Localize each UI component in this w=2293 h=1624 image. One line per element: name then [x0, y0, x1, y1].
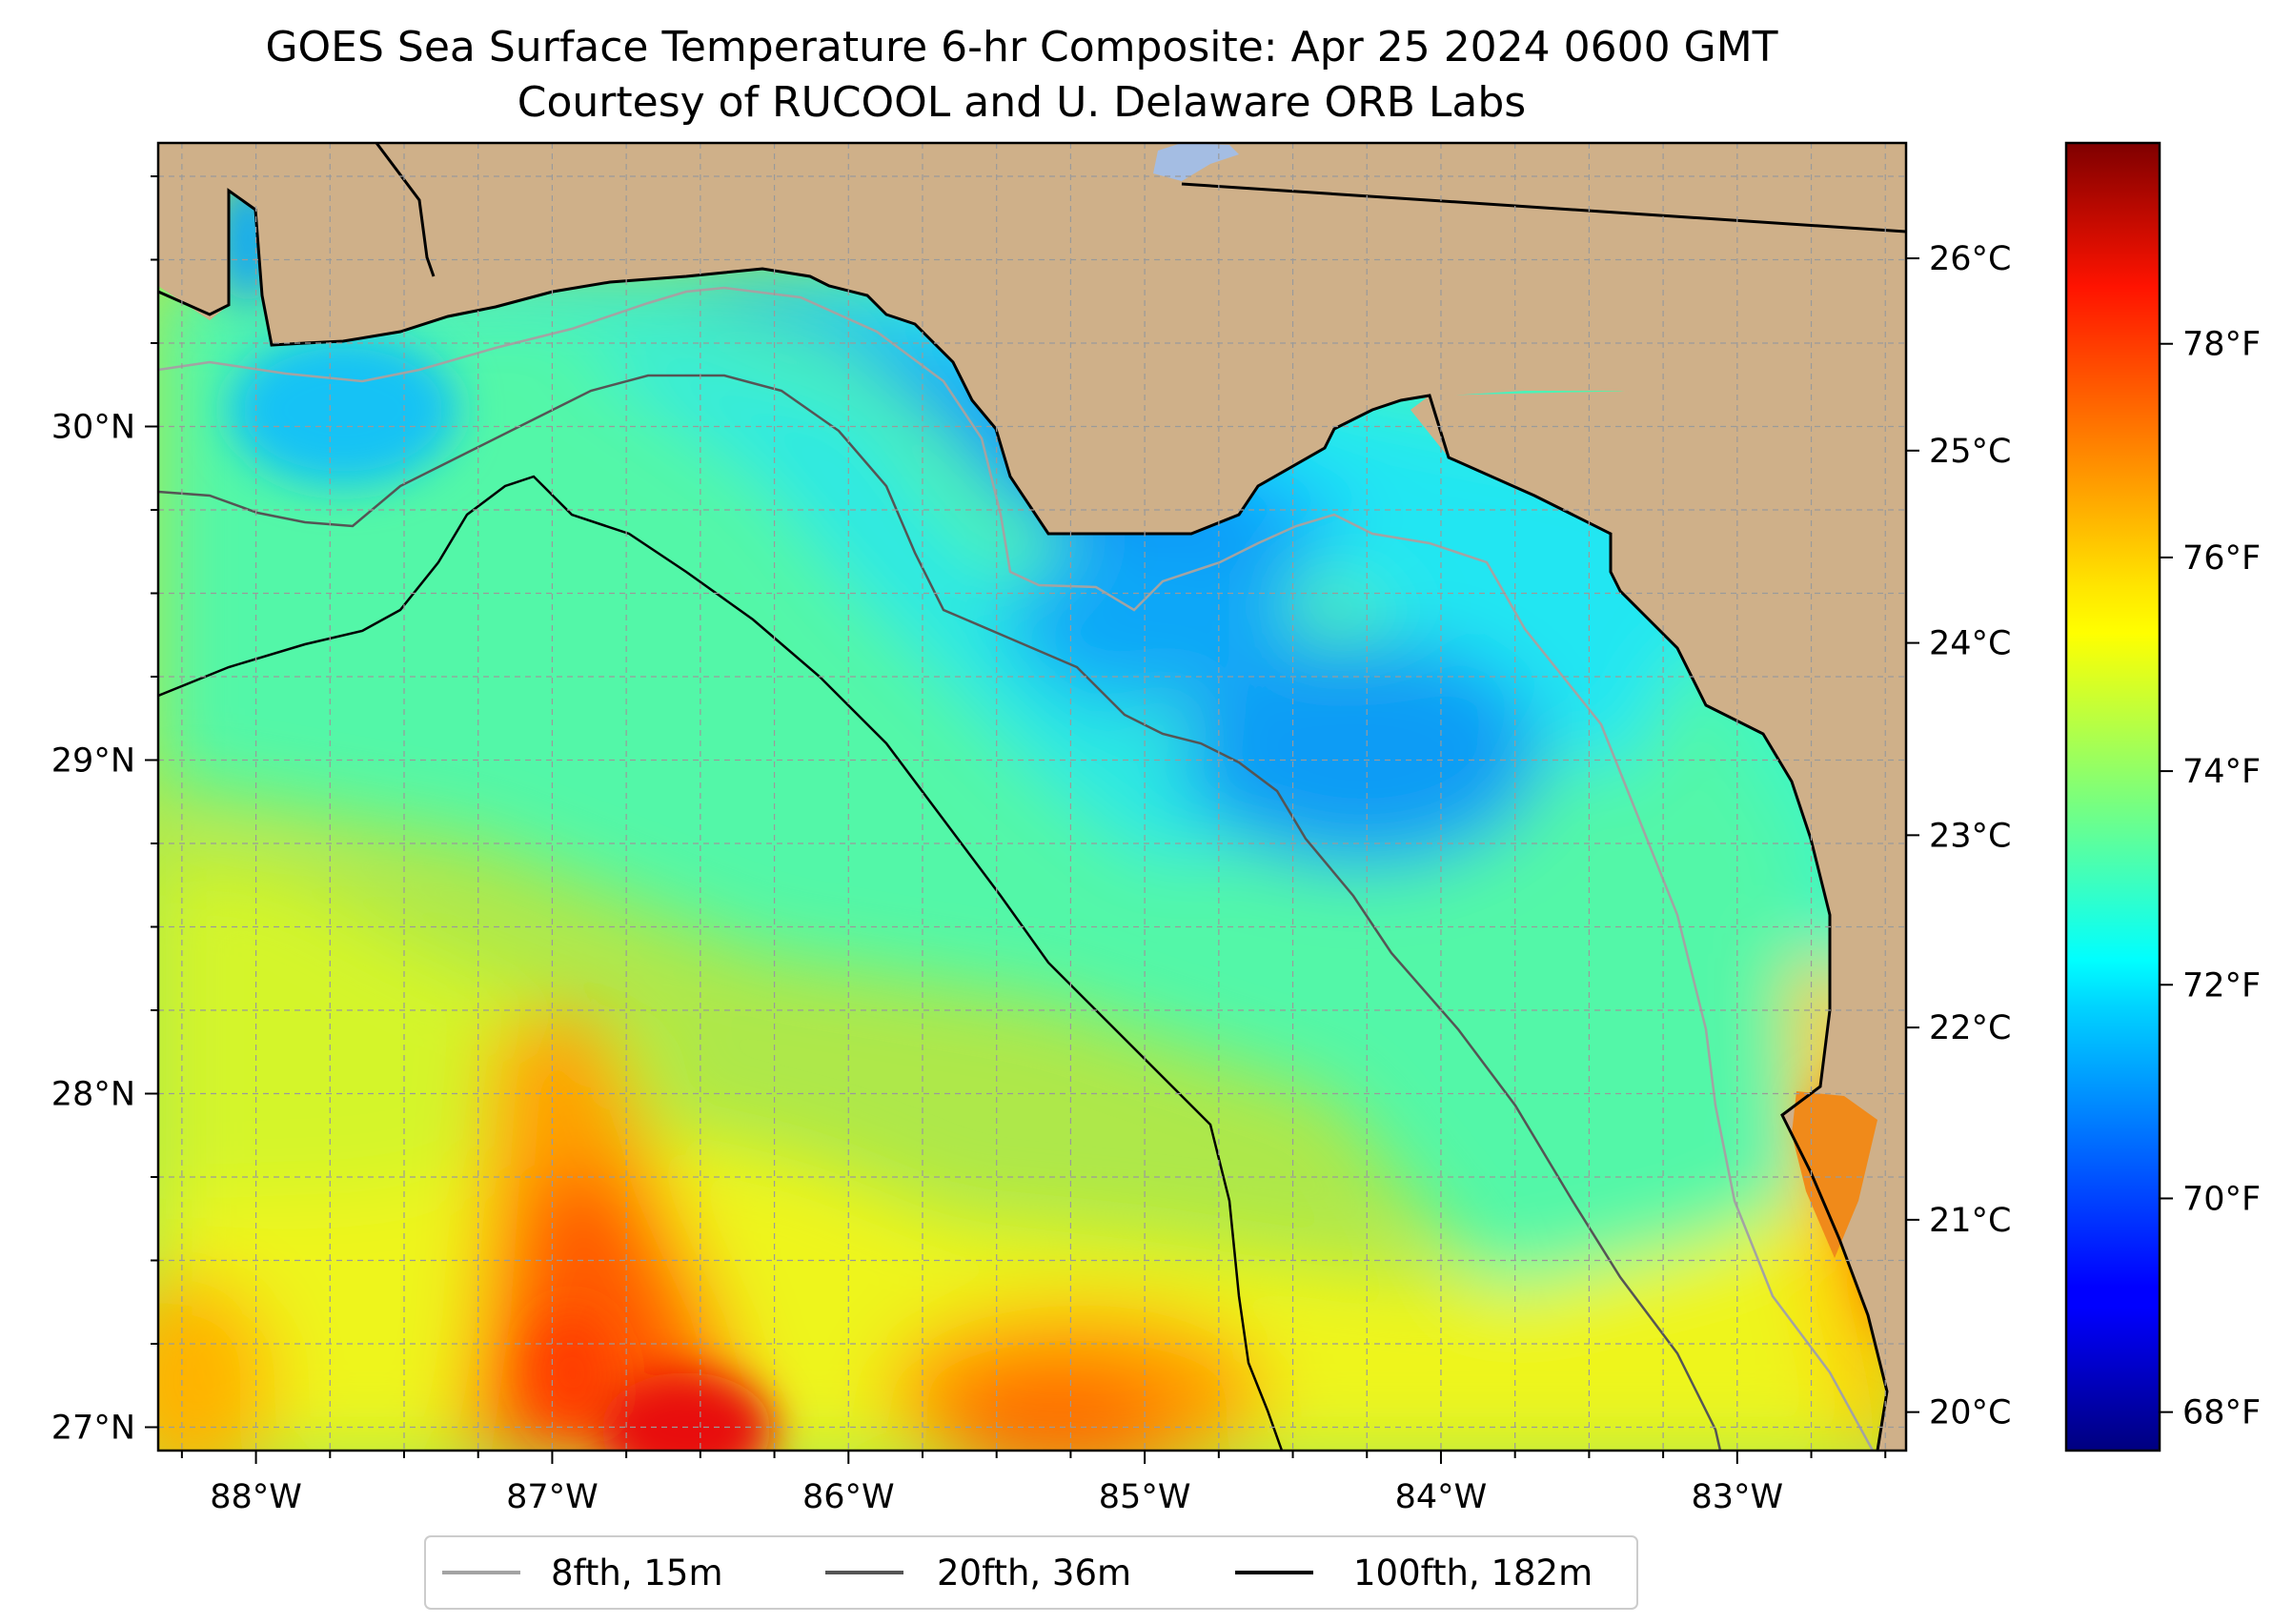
fahrenheit-tick-label: 70°F — [2182, 1180, 2261, 1218]
fahrenheit-tick-label: 76°F — [2182, 539, 2261, 578]
fahrenheit-tick-label: 72°F — [2182, 966, 2261, 1005]
coastline — [158, 188, 1889, 1451]
x-tick-label: 83°W — [1691, 1478, 1783, 1516]
colorbar: 20°C 21°C 22°C 23°C 24°C 25°C 26°C 68°F 70°F 72°… — [1906, 141, 2261, 1452]
fahrenheit-tick-label: 78°F — [2182, 326, 2261, 364]
celsius-tick-label: 22°C — [1929, 1009, 2011, 1047]
land — [158, 143, 1906, 1451]
fahrenheit-tick-label: 68°F — [2182, 1394, 2261, 1432]
legend-box — [424, 1535, 1638, 1610]
legend-label-100fth: 100fth, 182m — [1353, 1553, 1593, 1594]
legend-label-20fth: 20fth, 36m — [937, 1553, 1131, 1594]
x-axis: 88°W 87°W 86°W 85°W 84°W 83°W — [180, 1451, 1887, 1516]
land-tampa-bay-pocket — [1792, 1091, 1877, 1258]
figure-title: GOES Sea Surface Temperature 6-hr Compos… — [265, 23, 1777, 71]
land-florida-peninsula — [1410, 391, 1906, 1451]
colorbar-celsius-axis: 20°C 21°C 22°C 23°C 24°C 25°C 26°C — [1906, 240, 2011, 1432]
celsius-tick-label: 25°C — [1929, 433, 2011, 471]
colorbar-gradient — [2064, 141, 2161, 1452]
colorbar-fahrenheit-axis: 68°F 70°F 72°F 74°F 76°F 78°F — [2160, 326, 2261, 1432]
y-tick-label: 28°N — [51, 1076, 135, 1114]
legend-label-8fth: 8fth, 15m — [551, 1553, 723, 1594]
y-axis: 27°N 28°N 29°N 30°N — [51, 175, 158, 1448]
map-panel — [158, 143, 1906, 1451]
fahrenheit-tick-label: 74°F — [2182, 753, 2261, 791]
isobath-8fth — [158, 286, 1875, 1451]
gridlines — [158, 143, 1906, 1451]
isobath-100fth — [158, 475, 1284, 1451]
x-tick-label: 85°W — [1099, 1478, 1191, 1516]
isobath-20fth — [158, 374, 1722, 1451]
y-tick-label: 30°N — [51, 409, 135, 447]
celsius-tick-label: 20°C — [1929, 1394, 2011, 1432]
x-tick-label: 84°W — [1395, 1478, 1488, 1516]
lake-seminole — [1153, 143, 1239, 181]
map-frame — [156, 141, 1908, 1452]
x-tick-label: 86°W — [802, 1478, 895, 1516]
legend: 8fth, 15m 20fth, 36m 100fth, 182m — [424, 1535, 1638, 1610]
land-north — [158, 143, 1906, 534]
y-tick-label: 29°N — [51, 742, 135, 781]
state-border-ga-fl — [1181, 182, 1906, 233]
celsius-tick-label: 21°C — [1929, 1202, 2011, 1240]
state-border-al-fl — [375, 143, 436, 277]
x-tick-label: 88°W — [210, 1478, 302, 1516]
celsius-tick-label: 23°C — [1929, 817, 2011, 855]
celsius-tick-label: 26°C — [1929, 240, 2011, 278]
y-tick-label: 27°N — [51, 1410, 135, 1448]
celsius-tick-label: 24°C — [1929, 625, 2011, 663]
figure-subtitle: Courtesy of RUCOOL and U. Delaware ORB L… — [517, 78, 1526, 127]
x-tick-label: 87°W — [506, 1478, 599, 1516]
